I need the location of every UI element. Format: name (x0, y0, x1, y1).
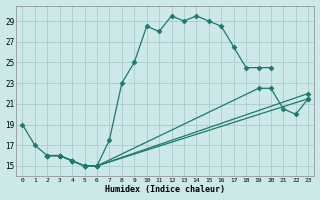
X-axis label: Humidex (Indice chaleur): Humidex (Indice chaleur) (105, 185, 225, 194)
